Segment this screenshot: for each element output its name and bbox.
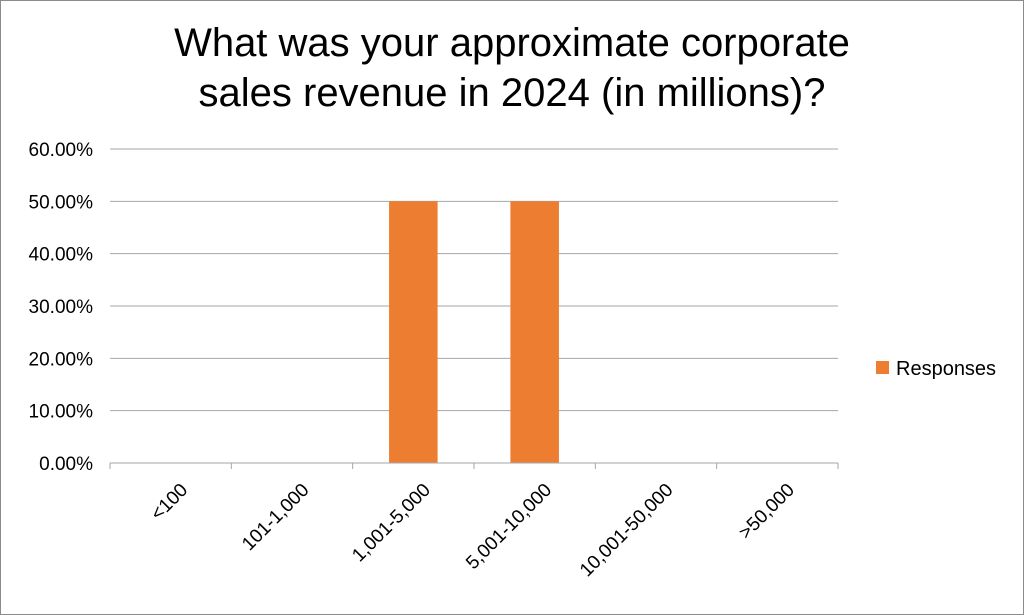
bar: [389, 201, 438, 464]
gridlines: [110, 148, 838, 412]
y-tick-label: 30.00%: [29, 297, 94, 318]
x-tick-label: 1,001-5,000: [348, 480, 435, 567]
x-axis: [109, 462, 839, 469]
y-tick-label: 20.00%: [29, 349, 94, 370]
y-tick-label: 60.00%: [29, 140, 94, 161]
x-tick-label: <100: [147, 480, 192, 525]
y-tick-label: 40.00%: [29, 245, 94, 266]
x-tick-label: 10,001-50,000: [576, 480, 678, 582]
x-tick-label: 5,001-10,000: [462, 480, 556, 574]
y-tick-label: 10.00%: [29, 402, 94, 423]
x-tick-label: >50,000: [735, 480, 799, 544]
bars: [389, 201, 559, 464]
x-tick-label: 101-1,000: [238, 480, 313, 555]
x-axis-tick-labels: <100 101-1,000 1,001-5,000 5,001-10,000 10,0…: [147, 480, 799, 582]
chart-title-line-1: What was your approximate corporate: [174, 21, 850, 65]
legend-label-responses: Responses: [896, 358, 996, 380]
chart-title-line-2: sales revenue in 2024 (in millions)?: [198, 71, 826, 115]
y-tick-label: 0.00%: [39, 454, 93, 475]
legend: Responses: [876, 358, 996, 380]
y-axis-tick-labels: 0.00% 10.00% 20.00% 30.00% 40.00% 50.00% 60.00…: [29, 140, 94, 475]
bar: [510, 201, 559, 464]
legend-swatch-responses: [876, 361, 889, 374]
chart-title: What was your approximate corporate sale…: [0, 18, 1024, 118]
y-tick-label: 50.00%: [29, 192, 94, 213]
